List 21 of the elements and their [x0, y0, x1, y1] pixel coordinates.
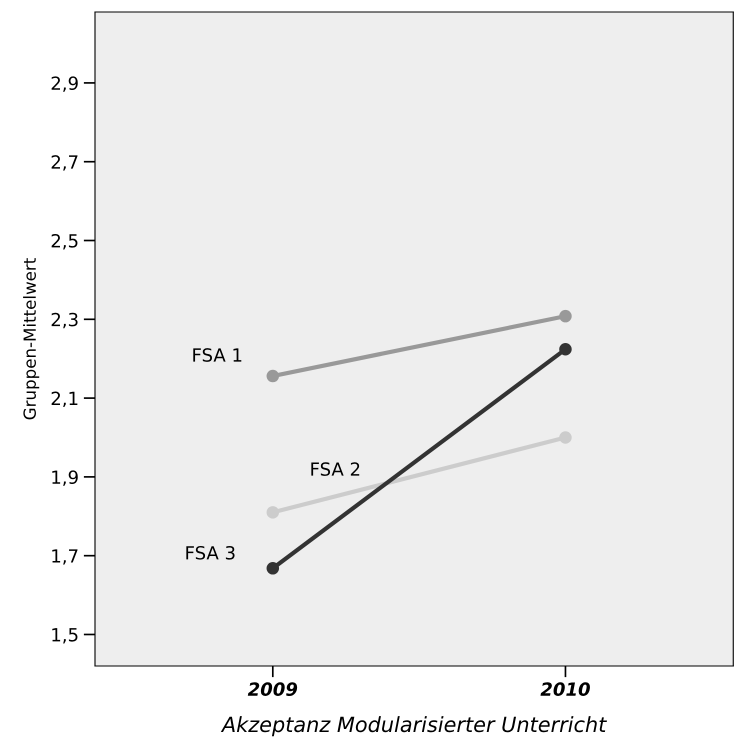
y-tick-label: 1,5 — [52, 628, 78, 644]
point — [266, 562, 280, 575]
y-tick-label: 2,3 — [52, 312, 78, 328]
y-tick-label: 1,7 — [52, 549, 78, 565]
y-tick-label: 2,7 — [52, 155, 78, 171]
y-tick-label: 1,9 — [52, 470, 78, 486]
point — [559, 342, 572, 356]
y-tick-label: 2,9 — [52, 76, 78, 92]
series-label: FSA 1 — [193, 348, 242, 362]
series-label: FSA 2 — [311, 462, 360, 476]
y-axis-title: Gruppen-Mittelwert — [23, 258, 40, 420]
x-axis-title: Akzeptanz Modularisierter Unterricht — [220, 716, 607, 736]
y-tick-label: 2,5 — [52, 234, 78, 250]
point — [559, 310, 572, 322]
series-label: FSA 3 — [186, 546, 235, 560]
x-tick-label: 2010 — [540, 682, 590, 696]
x-tick-label: 2009 — [248, 682, 298, 696]
y-tick-label: 2,1 — [52, 392, 78, 408]
point — [266, 370, 280, 382]
point — [559, 431, 572, 444]
point — [266, 506, 280, 519]
